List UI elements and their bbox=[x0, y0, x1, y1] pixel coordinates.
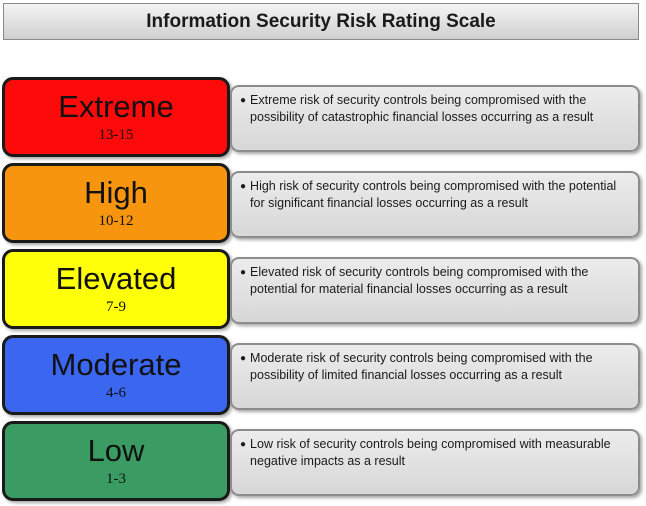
risk-description: Low risk of security controls being comp… bbox=[250, 437, 611, 468]
risk-description-box: ● Extreme risk of security controls bein… bbox=[230, 85, 640, 152]
page-title: Information Security Risk Rating Scale bbox=[3, 3, 639, 40]
risk-level-badge: High 10-12 bbox=[2, 163, 230, 243]
risk-level-range: 7-9 bbox=[106, 299, 126, 315]
risk-level-name: High bbox=[84, 175, 148, 210]
risk-level-name: Low bbox=[87, 433, 145, 468]
risk-description-box: ● High risk of security controls being c… bbox=[230, 171, 640, 238]
risk-row-low: Low 1-3 ● Low risk of security controls … bbox=[0, 420, 646, 506]
risk-description: Extreme risk of security controls being … bbox=[250, 93, 594, 124]
risk-row-moderate: Moderate 4-6 ● Moderate risk of security… bbox=[0, 334, 646, 420]
bullet-icon: ● bbox=[240, 95, 247, 106]
risk-level-name: Moderate bbox=[50, 347, 182, 382]
bullet-icon: ● bbox=[240, 181, 247, 192]
risk-level-badge: Low 1-3 bbox=[2, 421, 230, 501]
risk-level-badge: Elevated 7-9 bbox=[2, 249, 230, 329]
risk-row-extreme: Extreme 13-15 ● Extreme risk of security… bbox=[0, 76, 646, 162]
risk-description: High risk of security controls being com… bbox=[250, 179, 617, 210]
risk-description-box: ● Moderate risk of security controls bei… bbox=[230, 343, 640, 410]
risk-description: Moderate risk of security controls being… bbox=[250, 351, 593, 382]
bullet-icon: ● bbox=[240, 353, 247, 364]
risk-description-box: ● Elevated risk of security controls bei… bbox=[230, 257, 640, 324]
risk-row-elevated: Elevated 7-9 ● Elevated risk of security… bbox=[0, 248, 646, 334]
risk-scale: Extreme 13-15 ● Extreme risk of security… bbox=[0, 76, 646, 506]
risk-level-range: 13-15 bbox=[98, 127, 134, 143]
risk-level-badge: Moderate 4-6 bbox=[2, 335, 230, 415]
risk-level-range: 10-12 bbox=[98, 213, 134, 229]
bullet-icon: ● bbox=[240, 267, 247, 278]
risk-level-range: 4-6 bbox=[106, 385, 126, 401]
risk-description-box: ● Low risk of security controls being co… bbox=[230, 429, 640, 496]
risk-row-high: High 10-12 ● High risk of security contr… bbox=[0, 162, 646, 248]
risk-level-name: Extreme bbox=[58, 89, 174, 124]
risk-level-range: 1-3 bbox=[106, 471, 126, 487]
risk-level-badge: Extreme 13-15 bbox=[2, 77, 230, 157]
risk-level-name: Elevated bbox=[55, 261, 177, 296]
bullet-icon: ● bbox=[240, 439, 247, 450]
risk-description: Elevated risk of security controls being… bbox=[250, 265, 589, 296]
